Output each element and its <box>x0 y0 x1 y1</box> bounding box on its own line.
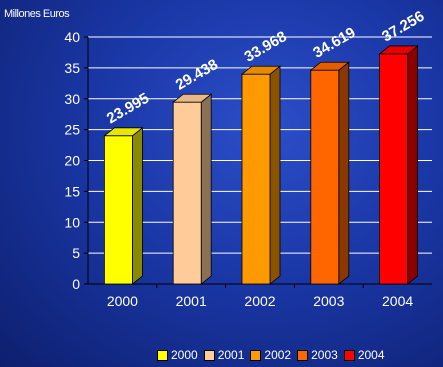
y-tick-label-5: 5 <box>72 245 80 261</box>
bar-2001 <box>172 101 202 285</box>
bar-side-2001 <box>200 93 212 285</box>
data-label-2004: 37.256 <box>379 8 427 46</box>
data-label-2001: 29.438 <box>173 56 221 94</box>
bar-2004 <box>379 53 409 285</box>
y-tick-label-10: 10 <box>64 214 80 230</box>
data-label-2000: 23.995 <box>104 90 152 128</box>
bar-2000 <box>104 135 133 285</box>
legend-label-2003: 2003 <box>311 348 338 362</box>
legend-label-2002: 2002 <box>264 348 292 362</box>
legend-item-2004: 2004 <box>343 348 385 362</box>
data-label-2003: 34.619 <box>310 24 358 62</box>
legend-label-2000: 2000 <box>171 348 198 362</box>
x-tick-label-2003: 2003 <box>313 293 344 309</box>
legend-label-2004: 2004 <box>357 348 385 362</box>
unit-label: Millones Euros <box>4 8 70 20</box>
y-tick-label-25: 25 <box>64 122 80 138</box>
legend-item-2000: 2000 <box>157 348 198 362</box>
x-tick-label-2001: 2001 <box>176 293 207 309</box>
legend-item-2002: 2002 <box>250 348 291 362</box>
bar-side-2002 <box>269 65 281 285</box>
legend-item-2001: 2001 <box>203 348 245 362</box>
y-tick-label-40: 40 <box>64 29 80 45</box>
y-tick-label-30: 30 <box>64 91 80 107</box>
legend-swatch-2003 <box>297 349 309 361</box>
legend-swatch-2002 <box>250 349 262 361</box>
x-tick-label-2004: 2004 <box>382 293 413 309</box>
legend-swatch-2004 <box>343 349 355 361</box>
bar-side-2004 <box>407 45 419 285</box>
legend-swatch-2000 <box>157 349 168 361</box>
legend-label-2001: 2001 <box>217 348 245 362</box>
legend-swatch-2001 <box>203 349 215 361</box>
y-tick-label-35: 35 <box>64 60 80 76</box>
bar-side-2000 <box>131 126 143 285</box>
y-tick-label-0: 0 <box>72 276 80 292</box>
bar-2002 <box>241 73 271 285</box>
bar-side-2003 <box>338 61 350 285</box>
y-tick-label-20: 20 <box>64 153 80 169</box>
y-tick-label-15: 15 <box>64 183 80 199</box>
x-tick-label-2000: 2000 <box>107 293 138 309</box>
legend: 2000 2001 2002 2003 2004 <box>157 348 385 362</box>
legend-item-2003: 2003 <box>297 348 338 362</box>
data-label-2002: 33.968 <box>242 28 290 66</box>
x-tick-label-2002: 2002 <box>244 293 275 309</box>
bar-2003 <box>310 69 340 285</box>
